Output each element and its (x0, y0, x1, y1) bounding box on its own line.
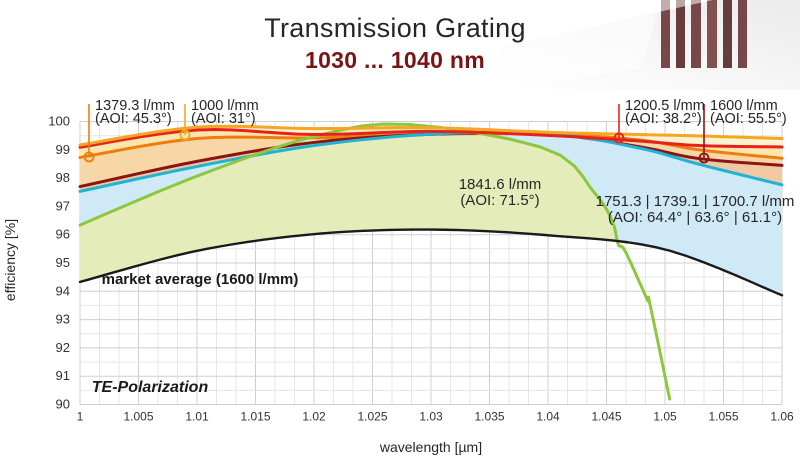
svg-text:1.025: 1.025 (357, 410, 387, 424)
svg-text:98: 98 (56, 170, 70, 185)
svg-text:1.03: 1.03 (419, 410, 443, 424)
svg-text:1.01: 1.01 (185, 410, 209, 424)
svg-text:(AOI: 45.3°): (AOI: 45.3°) (95, 111, 172, 127)
svg-text:TE-Polarization: TE-Polarization (92, 379, 209, 396)
svg-text:93: 93 (56, 312, 70, 327)
svg-text:efficiency [%]: efficiency [%] (2, 219, 18, 301)
svg-text:99: 99 (56, 142, 70, 157)
svg-text:95: 95 (56, 255, 70, 270)
svg-text:1.045: 1.045 (591, 410, 621, 424)
svg-text:1841.6 l/mm: 1841.6 l/mm (459, 176, 542, 193)
svg-text:1.005: 1.005 (123, 410, 153, 424)
svg-text:1.02: 1.02 (302, 410, 326, 424)
svg-text:100: 100 (48, 114, 70, 129)
svg-text:1.055: 1.055 (708, 410, 738, 424)
svg-text:1.035: 1.035 (474, 410, 504, 424)
svg-text:90: 90 (56, 397, 70, 412)
svg-text:1751.3 | 1739.1 | 1700.7 l/mm: 1751.3 | 1739.1 | 1700.7 l/mm (596, 193, 795, 210)
svg-text:97: 97 (56, 198, 70, 213)
svg-text:(AOI: 64.4° | 63.6° | 61.1°): (AOI: 64.4° | 63.6° | 61.1°) (608, 209, 782, 226)
svg-text:(AOI: 71.5°): (AOI: 71.5°) (460, 192, 539, 209)
svg-text:96: 96 (56, 227, 70, 242)
svg-text:(AOI: 31°): (AOI: 31°) (191, 111, 256, 127)
svg-text:94: 94 (56, 283, 70, 298)
svg-text:market average (1600 l/mm): market average (1600 l/mm) (102, 271, 299, 288)
svg-text:1: 1 (77, 410, 84, 424)
svg-text:(AOI: 55.5°): (AOI: 55.5°) (710, 111, 787, 127)
svg-text:91: 91 (56, 368, 70, 383)
svg-text:wavelength [µm]: wavelength [µm] (379, 439, 482, 455)
svg-text:1.06: 1.06 (770, 410, 794, 424)
svg-text:1.015: 1.015 (240, 410, 270, 424)
svg-text:(AOI: 38.2°): (AOI: 38.2°) (625, 111, 702, 127)
svg-text:1.05: 1.05 (653, 410, 677, 424)
svg-text:1.04: 1.04 (536, 410, 560, 424)
svg-text:92: 92 (56, 340, 70, 355)
